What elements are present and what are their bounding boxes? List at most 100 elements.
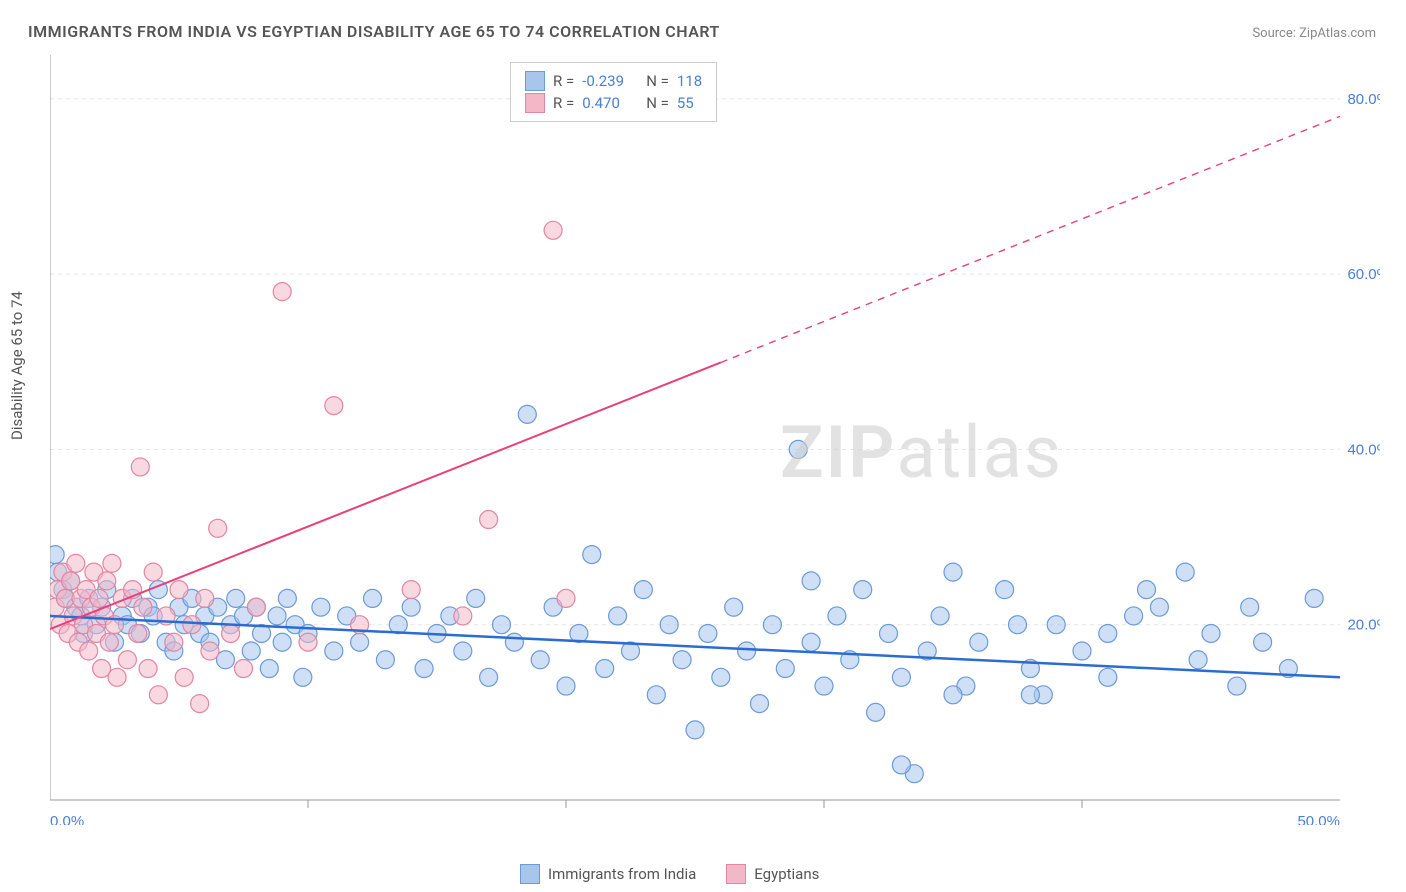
legend-stat-row: R = 0.470 N = 55	[525, 93, 702, 113]
legend-item: Egyptians	[726, 864, 819, 884]
data-point	[673, 651, 691, 669]
data-point	[235, 660, 253, 678]
data-point	[880, 624, 898, 642]
data-point	[98, 572, 116, 590]
data-point	[686, 721, 704, 739]
trend-line	[50, 362, 721, 629]
legend-stat-row: R =-0.239N =118	[525, 71, 702, 91]
data-point	[90, 589, 108, 607]
legend-swatch	[525, 93, 545, 113]
n-value: 55	[677, 94, 694, 112]
data-point	[802, 633, 820, 651]
data-point	[1125, 607, 1143, 625]
data-point	[201, 642, 219, 660]
data-point	[505, 633, 523, 651]
data-point	[1021, 686, 1039, 704]
data-point	[467, 589, 485, 607]
data-point	[854, 581, 872, 599]
data-point	[222, 624, 240, 642]
data-point	[544, 221, 562, 239]
data-point	[583, 546, 601, 564]
data-point	[454, 642, 472, 660]
r-label: R =	[553, 72, 574, 90]
y-axis-label: Disability Age 65 to 74	[8, 291, 26, 440]
data-point	[776, 660, 794, 678]
data-point	[931, 607, 949, 625]
data-point	[118, 651, 136, 669]
n-value: 118	[677, 72, 702, 90]
data-point	[100, 633, 118, 651]
legend-label: Immigrants from India	[548, 865, 696, 883]
data-point	[273, 633, 291, 651]
data-point	[139, 660, 157, 678]
data-point	[1228, 677, 1246, 695]
data-point	[1099, 624, 1117, 642]
data-point	[196, 589, 214, 607]
data-point	[312, 598, 330, 616]
legend-swatch	[525, 71, 545, 91]
data-point	[294, 668, 312, 686]
data-point	[364, 589, 382, 607]
data-point	[557, 677, 575, 695]
data-point	[996, 581, 1014, 599]
data-point	[557, 589, 575, 607]
data-point	[1009, 616, 1027, 634]
data-point	[191, 695, 209, 713]
data-point	[1254, 633, 1272, 651]
data-point	[1176, 563, 1194, 581]
data-point	[227, 589, 245, 607]
data-point	[1241, 598, 1259, 616]
legend-swatch	[726, 864, 746, 884]
data-point	[278, 589, 296, 607]
data-point	[634, 581, 652, 599]
data-point	[268, 607, 286, 625]
y-tick-label: 20.0%	[1347, 617, 1380, 634]
data-point	[242, 642, 260, 660]
data-point	[944, 686, 962, 704]
data-point	[867, 703, 885, 721]
data-point	[763, 616, 781, 634]
r-value: -0.239	[582, 72, 638, 90]
source-link[interactable]: ZipAtlas.com	[1299, 26, 1376, 41]
scatter-chart: 20.0%40.0%60.0%80.0%0.0%50.0%	[50, 55, 1380, 825]
data-point	[50, 546, 64, 564]
data-point	[129, 624, 147, 642]
data-point	[596, 660, 614, 678]
data-point	[480, 668, 498, 686]
data-point	[273, 283, 291, 301]
data-point	[67, 554, 85, 572]
x-tick-label: 50.0%	[1297, 813, 1340, 825]
data-point	[892, 756, 910, 774]
data-point	[325, 397, 343, 415]
chart-title: IMMIGRANTS FROM INDIA VS EGYPTIAN DISABI…	[28, 22, 720, 41]
data-point	[699, 624, 717, 642]
data-point	[1305, 589, 1323, 607]
data-point	[828, 607, 846, 625]
data-point	[1202, 624, 1220, 642]
data-point	[170, 581, 188, 599]
r-value: 0.470	[582, 94, 638, 112]
data-point	[1073, 642, 1091, 660]
data-point	[609, 607, 627, 625]
x-tick-label: 0.0%	[50, 813, 84, 825]
data-point	[789, 440, 807, 458]
data-point	[970, 633, 988, 651]
data-point	[149, 686, 167, 704]
n-label: N =	[646, 94, 669, 112]
source-prefix: Source:	[1252, 26, 1295, 41]
data-point	[518, 405, 536, 423]
legend-swatch	[520, 864, 540, 884]
correlation-legend: R = -0.239 N = 118 R = 0.470 N = 55	[510, 62, 717, 122]
data-point	[103, 554, 121, 572]
data-point	[131, 458, 149, 476]
data-point	[80, 642, 98, 660]
data-point	[1150, 598, 1168, 616]
data-point	[183, 616, 201, 634]
data-point	[260, 660, 278, 678]
r-label: R =	[553, 94, 574, 112]
data-point	[1189, 651, 1207, 669]
data-point	[725, 598, 743, 616]
data-point	[751, 695, 769, 713]
data-point	[376, 651, 394, 669]
data-point	[165, 633, 183, 651]
